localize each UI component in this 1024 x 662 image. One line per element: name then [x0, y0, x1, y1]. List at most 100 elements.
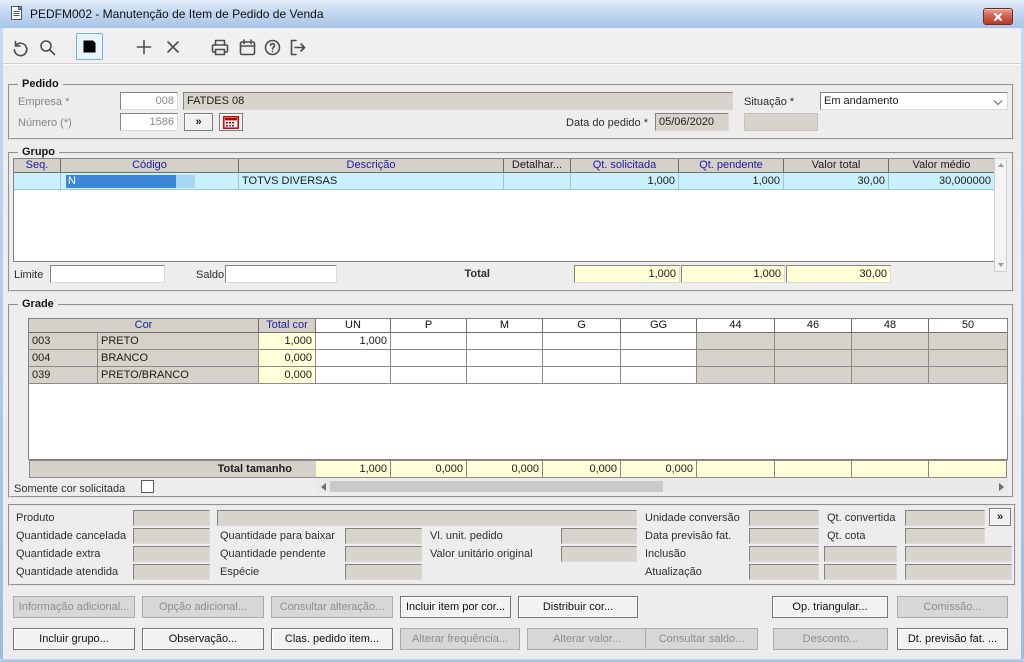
add-button[interactable] — [134, 37, 154, 57]
col-detalhar[interactable]: Detalhar... — [504, 159, 571, 173]
grade-row[interactable]: 004 BRANCO 0,000 — [29, 350, 1007, 367]
print-button[interactable] — [210, 37, 230, 57]
numero-field[interactable]: 1586 — [120, 113, 178, 131]
col-qt-pendente[interactable]: Qt. pendente — [679, 159, 784, 173]
save-button[interactable] — [76, 33, 103, 60]
cor-name[interactable]: PRETO — [98, 333, 259, 350]
dt-previsao-fat-button[interactable]: Dt. previsão fat. ... — [897, 628, 1008, 650]
pedido-groupbox: Pedido — [8, 78, 1014, 140]
save-icon — [83, 40, 96, 53]
titlebar[interactable]: PEDFM002 - Manutenção de Item de Pedido … — [0, 0, 1024, 28]
col-seq[interactable]: Seq. — [14, 159, 61, 173]
detail-zoom-button[interactable]: » — [989, 508, 1011, 526]
size-cell[interactable] — [467, 333, 543, 350]
codigo-selection-highlight: N — [66, 175, 176, 188]
distribuir-cor-button[interactable]: Distribuir cor... — [518, 596, 638, 618]
op-triangular-button[interactable]: Op. triangular... — [772, 596, 888, 618]
size-cell-disabled — [929, 333, 1007, 350]
col-total-cor[interactable]: Total cor — [259, 319, 316, 333]
close-button[interactable] — [983, 8, 1013, 25]
size-cell[interactable] — [543, 367, 621, 384]
date-picker-button[interactable] — [219, 113, 243, 131]
cell-qt-solicitada[interactable]: 1,000 — [571, 173, 679, 190]
observacao-button[interactable]: Observação... — [142, 628, 264, 650]
col-valor-medio[interactable]: Valor médio — [889, 159, 994, 173]
incluir-item-por-cor-button[interactable]: Incluir item por cor... — [400, 596, 511, 618]
chevron-down-icon — [993, 97, 1003, 109]
size-cell[interactable] — [467, 350, 543, 367]
scroll-down-icon[interactable] — [998, 263, 1004, 267]
cor-code[interactable]: 039 — [29, 367, 98, 384]
cell-codigo[interactable]: N — [61, 173, 239, 190]
col-codigo[interactable]: Código — [61, 159, 239, 173]
size-cell[interactable]: 1,000 — [316, 333, 391, 350]
size-cell[interactable] — [543, 350, 621, 367]
col-size-un[interactable]: UN — [316, 319, 391, 333]
grade-horizontal-scrollbar[interactable] — [317, 480, 1008, 493]
calendar-icon — [239, 38, 255, 55]
cell-detalhar[interactable] — [504, 173, 571, 190]
size-cell[interactable] — [316, 350, 391, 367]
cell-seq[interactable] — [14, 173, 61, 190]
col-size-50[interactable]: 50 — [929, 319, 1007, 333]
grade-row[interactable]: 003 PRETO 1,000 1,000 — [29, 333, 1007, 350]
exit-button[interactable] — [287, 37, 307, 57]
help-button[interactable] — [262, 37, 282, 57]
total-tamanho-cell: 0,000 — [467, 460, 543, 478]
size-cell[interactable] — [543, 333, 621, 350]
col-size-46[interactable]: 46 — [775, 319, 852, 333]
size-cell[interactable] — [391, 367, 467, 384]
size-cell[interactable] — [391, 350, 467, 367]
col-size-g[interactable]: G — [543, 319, 621, 333]
grupo-vertical-scrollbar[interactable] — [994, 158, 1007, 272]
cor-name[interactable]: PRETO/BRANCO — [98, 367, 259, 384]
help-icon — [264, 39, 280, 55]
size-cell[interactable] — [467, 367, 543, 384]
calendar-button[interactable] — [237, 37, 257, 57]
window-frame-bottom — [0, 659, 1024, 662]
saldo-input[interactable] — [225, 265, 337, 283]
col-cor[interactable]: Cor — [29, 319, 259, 333]
cor-code[interactable]: 004 — [29, 350, 98, 367]
search-button[interactable] — [37, 37, 57, 57]
scrollbar-thumb[interactable] — [330, 481, 663, 492]
limite-label: Limite — [14, 269, 44, 281]
size-cell[interactable] — [391, 333, 467, 350]
cell-valor-total[interactable]: 30,00 — [784, 173, 889, 190]
col-size-gg[interactable]: GG — [621, 319, 697, 333]
cor-name[interactable]: BRANCO — [98, 350, 259, 367]
col-size-48[interactable]: 48 — [852, 319, 929, 333]
cell-descricao[interactable]: TOTVS DIVERSAS — [239, 173, 504, 190]
cell-valor-medio[interactable]: 30,000000 — [889, 173, 994, 190]
col-valor-total[interactable]: Valor total — [784, 159, 889, 173]
total-valor-total-field: 30,00 — [786, 265, 891, 283]
grupo-selected-row[interactable]: N TOTVS DIVERSAS 1,000 1,000 30,00 30,00… — [14, 173, 994, 190]
cell-qt-pendente[interactable]: 1,000 — [679, 173, 784, 190]
numero-zoom-button[interactable]: » — [184, 113, 213, 131]
data-pedido-label: Data do pedido * — [566, 117, 648, 129]
situacao-select[interactable]: Em andamento — [820, 92, 1008, 110]
col-qt-solicitada[interactable]: Qt. solicitada — [571, 159, 679, 173]
comissao-button: Comissão... — [897, 596, 1008, 618]
somente-cor-checkbox[interactable] — [141, 480, 154, 493]
delete-button[interactable] — [163, 37, 183, 57]
total-tamanho-cell: 0,000 — [391, 460, 467, 478]
undo-button[interactable] — [10, 37, 30, 57]
scroll-right-icon[interactable] — [999, 483, 1004, 491]
scroll-up-icon[interactable] — [998, 163, 1004, 167]
incluir-grupo-button[interactable]: Incluir grupo... — [13, 628, 135, 650]
col-size-44[interactable]: 44 — [697, 319, 775, 333]
size-cell[interactable] — [316, 367, 391, 384]
col-descricao[interactable]: Descrição — [239, 159, 504, 173]
scroll-left-icon[interactable] — [321, 483, 326, 491]
limite-input[interactable] — [50, 265, 165, 283]
size-cell[interactable] — [621, 367, 697, 384]
col-size-p[interactable]: P — [391, 319, 467, 333]
empresa-field[interactable]: 008 — [120, 92, 178, 110]
col-size-m[interactable]: M — [467, 319, 543, 333]
clas-pedido-item-button[interactable]: Clas. pedido item... — [271, 628, 393, 650]
grade-row[interactable]: 039 PRETO/BRANCO 0,000 — [29, 367, 1007, 384]
size-cell[interactable] — [621, 333, 697, 350]
cor-code[interactable]: 003 — [29, 333, 98, 350]
size-cell[interactable] — [621, 350, 697, 367]
